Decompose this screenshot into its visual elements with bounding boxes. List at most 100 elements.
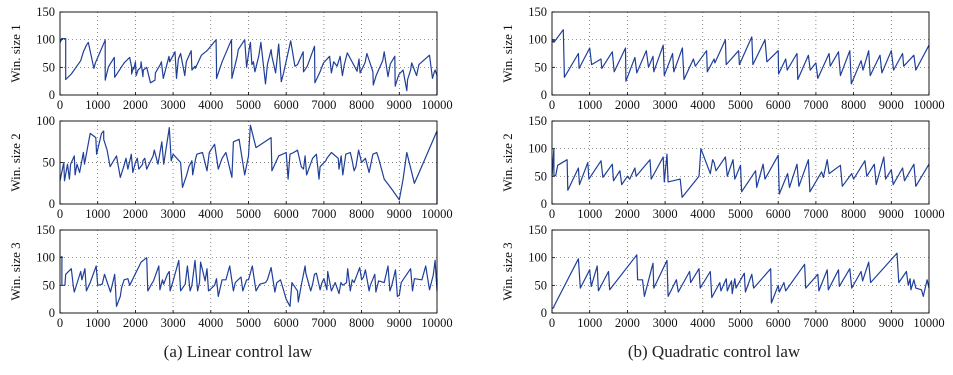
caption-b: (b) Quadratic control law (627, 342, 801, 361)
x-tick-label: 8000 (841, 316, 866, 330)
y-axis-label: Win. size 1 (500, 24, 515, 82)
y-tick-label: 100 (528, 142, 547, 156)
x-tick-label: 6000 (766, 207, 791, 221)
x-tick-label: 3000 (653, 207, 678, 221)
y-tick-label: 100 (36, 251, 55, 265)
x-tick-label: 9000 (387, 316, 412, 330)
x-tick-label: 9000 (879, 98, 904, 112)
x-tick-label: 7000 (311, 316, 336, 330)
x-tick-label: 10000 (913, 98, 944, 112)
x-tick-label: 0 (57, 207, 63, 221)
x-tick-label: 5000 (728, 316, 753, 330)
x-tick-label: 7000 (803, 316, 828, 330)
y-tick-label: 50 (43, 60, 56, 74)
panel-b2: 0 1000 2000 3000 4000 5000 6000 7000 8000 9000 100… (500, 114, 945, 221)
x-tick-label: 4000 (198, 316, 223, 330)
series-line (551, 148, 930, 198)
x-tick-label: 4000 (690, 316, 715, 330)
x-tick-label: 8000 (349, 98, 374, 112)
x-tick-label: 6000 (274, 207, 299, 221)
series-line (59, 124, 438, 204)
series-line (551, 252, 930, 310)
x-tick-label: 7000 (803, 207, 828, 221)
x-tick-label: 10000 (913, 207, 944, 221)
y-tick-label: 100 (36, 114, 55, 128)
x-tick-label: 7000 (311, 98, 336, 112)
plot-frame (59, 229, 438, 314)
x-tick-label: 7000 (311, 207, 336, 221)
y-tick-label: 0 (541, 88, 547, 102)
y-tick-label: 50 (535, 169, 548, 183)
x-tick-label: 9000 (387, 207, 412, 221)
y-tick-label: 100 (36, 33, 55, 47)
figure-canvas: 0 1000 2000 3000 4000 5000 6000 7000 8000 9000 100… (8, 5, 945, 330)
y-tick-label: 50 (43, 156, 56, 170)
y-axis-label: Win. size 1 (8, 24, 23, 82)
plot-frame (551, 229, 930, 314)
x-tick-label: 4000 (198, 207, 223, 221)
x-tick-label: 10000 (421, 316, 452, 330)
plot-frame (59, 11, 438, 96)
y-tick-label: 50 (535, 60, 548, 74)
x-tick-label: 5000 (728, 98, 753, 112)
y-tick-label: 0 (541, 306, 547, 320)
y-tick-label: 150 (36, 5, 55, 19)
x-tick-label: 10000 (421, 98, 452, 112)
plot-frame (59, 120, 438, 205)
x-tick-label: 6000 (766, 98, 791, 112)
x-tick-label: 6000 (766, 316, 791, 330)
x-tick-label: 2000 (123, 316, 148, 330)
x-tick-label: 2000 (123, 98, 148, 112)
x-tick-label: 2000 (615, 316, 640, 330)
panel-a1: 0 1000 2000 3000 4000 5000 6000 7000 8000 9000 100… (8, 5, 453, 112)
y-tick-label: 0 (49, 306, 55, 320)
series-line (59, 256, 438, 307)
x-tick-label: 5000 (236, 98, 261, 112)
x-tick-label: 6000 (274, 316, 299, 330)
y-tick-label: 150 (36, 223, 55, 237)
x-tick-label: 4000 (198, 98, 223, 112)
x-tick-label: 6000 (274, 98, 299, 112)
plot-frame (551, 120, 930, 205)
x-tick-label: 1000 (85, 98, 110, 112)
y-axis-label: Win. size 2 (8, 133, 23, 191)
x-tick-label: 9000 (387, 98, 412, 112)
y-tick-label: 50 (43, 278, 56, 292)
y-tick-label: 0 (541, 197, 547, 211)
caption-a: (a) Linear control law (163, 342, 313, 361)
y-axis-label: Win. size 3 (8, 242, 23, 300)
x-tick-label: 8000 (349, 207, 374, 221)
x-tick-label: 1000 (85, 316, 110, 330)
x-tick-label: 3000 (161, 316, 186, 330)
panel-b3: 0 1000 2000 3000 4000 5000 6000 7000 8000 9000 100… (500, 223, 945, 330)
y-tick-label: 100 (528, 251, 547, 265)
x-tick-label: 0 (57, 316, 63, 330)
y-tick-label: 0 (49, 197, 55, 211)
x-tick-label: 8000 (841, 207, 866, 221)
x-tick-label: 4000 (690, 207, 715, 221)
y-tick-label: 150 (528, 5, 547, 19)
series-line (551, 29, 930, 85)
x-tick-label: 1000 (85, 207, 110, 221)
x-tick-label: 3000 (161, 207, 186, 221)
y-axis-label: Win. size 2 (500, 133, 515, 191)
x-tick-label: 7000 (803, 98, 828, 112)
y-axis-label: Win. size 3 (500, 242, 515, 300)
x-tick-label: 0 (57, 98, 63, 112)
x-tick-label: 1000 (577, 316, 602, 330)
plot-frame (551, 11, 930, 96)
x-tick-label: 10000 (913, 316, 944, 330)
panel-a2: 0 1000 2000 3000 4000 5000 6000 7000 8000 9000 100… (8, 114, 453, 221)
y-tick-label: 150 (528, 223, 547, 237)
x-tick-label: 9000 (879, 207, 904, 221)
y-tick-label: 0 (49, 88, 55, 102)
x-tick-label: 5000 (728, 207, 753, 221)
x-tick-label: 2000 (615, 207, 640, 221)
x-tick-label: 3000 (653, 98, 678, 112)
x-tick-label: 2000 (123, 207, 148, 221)
x-tick-label: 3000 (653, 316, 678, 330)
x-tick-label: 0 (549, 207, 555, 221)
x-tick-label: 5000 (236, 316, 261, 330)
y-tick-label: 50 (535, 278, 548, 292)
x-tick-label: 4000 (690, 98, 715, 112)
